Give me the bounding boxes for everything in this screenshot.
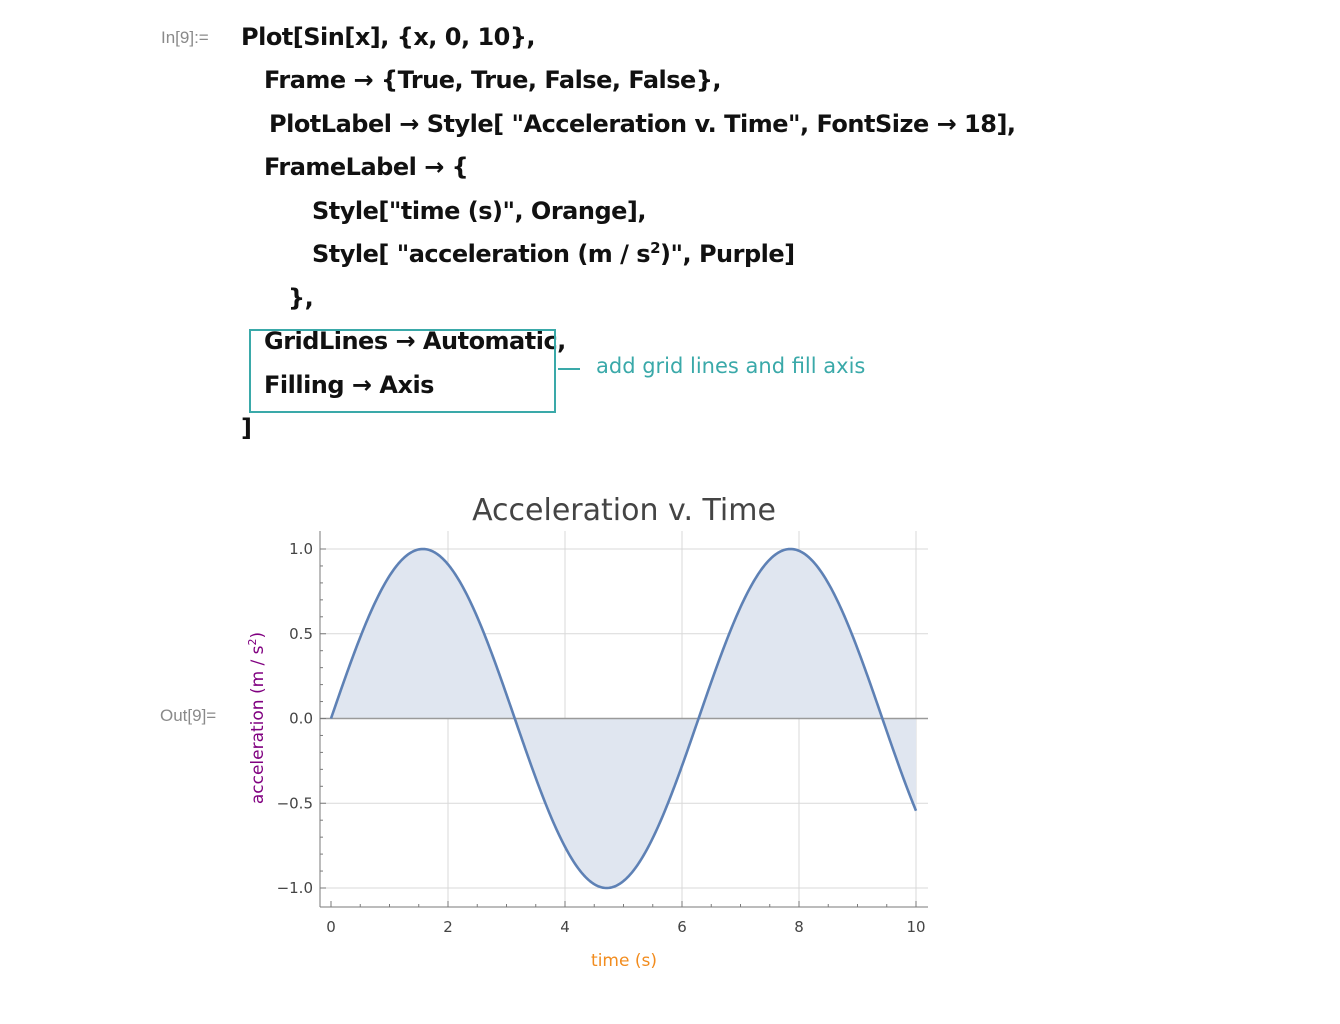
x-tick-label: 0 (326, 918, 336, 936)
output-label: Out[9]= (160, 706, 217, 725)
x-tick-label: 10 (906, 918, 925, 936)
tick-marks (320, 548, 917, 907)
annotation-text: add grid lines and fill axis (596, 354, 866, 378)
code-line-7[interactable]: }, (288, 284, 314, 312)
code-line-4[interactable]: FrameLabel → { (264, 153, 469, 181)
y-axis-label: acceleration (m / s2) (246, 632, 268, 804)
highlight-box (249, 329, 556, 413)
y-tick-label: −0.5 (277, 794, 313, 812)
y-tick-label: 0.0 (289, 710, 313, 728)
code-line-1[interactable]: Plot[Sin[x], {x, 0, 10}, (241, 23, 536, 51)
code-line-9[interactable]: Filling → Axis (264, 371, 434, 399)
x-tick-label: 2 (443, 918, 453, 936)
axis-filling (331, 549, 916, 888)
y-axis-label-post: ) (248, 632, 268, 639)
series-line-sin (329, 547, 918, 890)
code-line-6-sup: 2 (650, 239, 660, 257)
x-tick-label: 8 (794, 918, 804, 936)
x-tick-label: 6 (677, 918, 687, 936)
code-line-3[interactable]: PlotLabel → Style[ "Acceleration v. Time… (269, 110, 1016, 138)
code-line-6-post: )", Purple] (660, 240, 795, 268)
code-line-6[interactable]: Style[ "acceleration (m / s2)", Purple] (312, 240, 795, 268)
y-axis-label-pre: acceleration (m / s (248, 645, 268, 804)
tick-labels: 0 2 4 6 8 10 1.0 0.5 0.0 −0.5 −1.0 (277, 540, 926, 936)
code-line-6-pre: Style[ "acceleration (m / s (312, 240, 651, 268)
input-label: In[9]:= (161, 28, 209, 47)
x-tick-label: 4 (560, 918, 570, 936)
x-axis-label: time (s) (591, 951, 657, 971)
y-tick-label: 1.0 (289, 540, 313, 558)
code-line-5[interactable]: Style["time (s)", Orange], (312, 197, 646, 225)
chart-title: Acceleration v. Time (472, 493, 776, 528)
y-tick-label: 0.5 (289, 625, 313, 643)
y-tick-label: −1.0 (277, 879, 313, 897)
code-line-8[interactable]: GridLines → Automatic, (264, 327, 566, 355)
annotation-connector (558, 368, 580, 370)
code-line-2[interactable]: Frame → {True, True, False, False}, (264, 66, 722, 94)
y-axis-label-sup: 2 (246, 638, 259, 645)
code-line-10[interactable]: ] (241, 414, 252, 442)
